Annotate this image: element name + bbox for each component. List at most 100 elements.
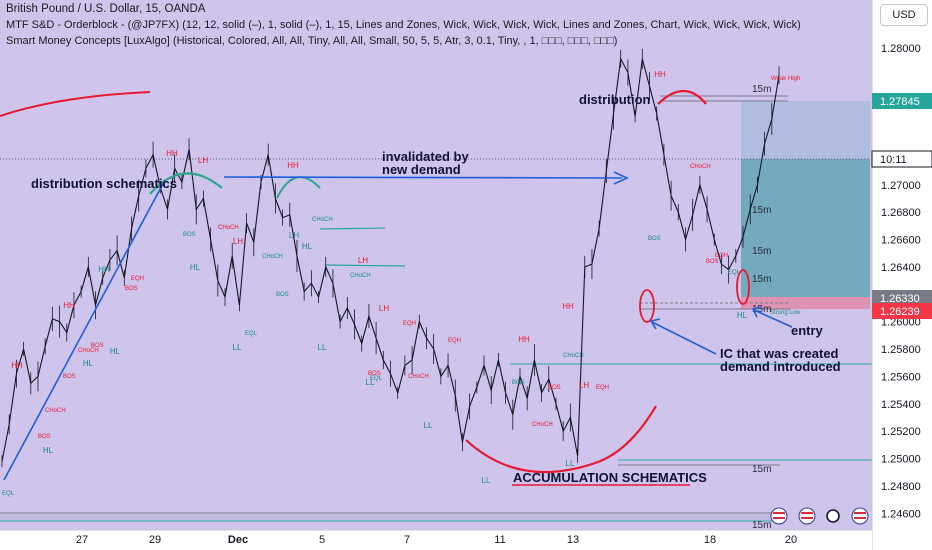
ic-arrowhead	[649, 318, 661, 330]
structure-label: HL	[43, 446, 54, 455]
us-flag-stripe	[773, 512, 785, 514]
us-flag-icon	[770, 507, 788, 525]
annotation-demand-introduced: demand introduced	[720, 359, 841, 374]
smc-tag: CHoCH	[78, 348, 99, 354]
y-tick-label: 1.25800	[881, 344, 921, 356]
price-tag-label: 1.26330	[880, 293, 920, 305]
price-axis-background	[872, 0, 932, 550]
y-tick-label: 1.25400	[881, 399, 921, 411]
x-tick-label: 11	[494, 534, 505, 546]
ic-ellipse	[639, 289, 655, 323]
smc-tag: EQH	[403, 321, 416, 327]
invalidation-arrow	[223, 176, 623, 179]
annotation-new-demand: new demand	[382, 162, 461, 177]
price-tag-label: 1.27845	[880, 96, 920, 108]
structure-label: LH	[233, 237, 243, 246]
timeframe-label: 15m	[752, 304, 771, 315]
smc-tag: EQL	[728, 270, 741, 276]
annotation-ic: IC that was created	[720, 346, 839, 361]
teal-level-1	[319, 227, 386, 230]
us-flag-icon	[851, 507, 869, 525]
smc-tag: CHoCH	[690, 164, 711, 170]
red-accumulation-curve	[465, 405, 657, 474]
x-tick-label: 20	[785, 534, 797, 546]
structure-label: HH	[518, 335, 530, 344]
y-tick-label: 1.25000	[881, 454, 921, 466]
annotation-distribution-schematics: distribution schematics	[31, 176, 177, 191]
symbol-title: British Pound / U.S. Dollar, 15, OANDA	[6, 3, 206, 15]
structure-label: LL	[482, 476, 491, 485]
smc-tag: CHoCH	[262, 254, 283, 260]
smc-tag: BOS	[38, 434, 51, 440]
structure-label: HH	[654, 70, 666, 79]
structure-label: HH	[11, 361, 23, 370]
structure-label: LL	[566, 459, 575, 468]
structure-label: HL	[302, 242, 313, 251]
x-tick-label: 18	[704, 534, 716, 546]
x-tick-label: 7	[404, 534, 410, 546]
y-tick-label: 1.26000	[881, 317, 921, 329]
structure-label: LL	[233, 343, 242, 352]
structure-label: LL	[424, 421, 433, 430]
red-arc-left	[0, 91, 151, 117]
timeframe-label: 15m	[752, 520, 771, 531]
x-tick-label: 29	[149, 534, 161, 546]
timeframe-label: 15m	[752, 246, 771, 257]
entry-ellipse	[736, 269, 750, 305]
smc-tag: CHoCH	[312, 217, 333, 223]
smc-tag: BOS	[183, 232, 196, 238]
price-tag	[872, 290, 932, 306]
y-tick-label: 1.25200	[881, 426, 921, 438]
smc-tag: BOS	[276, 292, 289, 298]
price-tag-label: 1.26239	[880, 306, 920, 318]
position-profit-zone	[741, 159, 870, 297]
smc-tag: BOS	[368, 371, 381, 377]
structure-label: HL	[190, 263, 201, 272]
structure-label: LH	[379, 304, 389, 313]
position-target-zone	[741, 101, 870, 159]
smc-tag: CHoCH	[45, 408, 66, 414]
y-tick-label: 1.24800	[881, 481, 921, 493]
smc-tag: EQL	[2, 491, 15, 497]
smc-tag: CHoCH	[563, 353, 584, 359]
structure-label: LH	[579, 381, 589, 390]
y-tick-label: 1.26600	[881, 235, 921, 247]
structure-label: HH	[287, 161, 299, 170]
smc-tag: EQH	[131, 276, 144, 282]
structure-label: HH	[562, 302, 574, 311]
timeframe-label: 15m	[752, 205, 771, 216]
smc-tag: EQL	[245, 331, 258, 337]
price-tag	[872, 303, 932, 319]
smc-tag: BOS	[512, 380, 525, 386]
teal-dome-1	[149, 172, 223, 195]
y-tick-label: 1.26400	[881, 262, 921, 274]
ic-arrow	[651, 321, 717, 355]
structure-label: HL	[110, 347, 121, 356]
y-tick-label: 1.25600	[881, 371, 921, 383]
structure-label: LH	[358, 256, 368, 265]
x-tick-label: Dec	[228, 534, 248, 546]
entry-arrowhead	[751, 306, 763, 318]
entry-arrow	[753, 309, 793, 328]
us-flag-stripe	[854, 512, 866, 514]
y-tick-label: 1.24600	[881, 508, 921, 520]
smc-tag: EQH	[715, 253, 728, 259]
price-tag-label: 10:11	[880, 154, 907, 166]
smc-tag: BOS	[706, 259, 719, 265]
structure-label: LH	[289, 231, 299, 240]
y-tick-label: 1.26800	[881, 207, 921, 219]
us-flag-stripe	[801, 517, 813, 519]
smc-tag: BOS	[63, 374, 76, 380]
smc-tag: BOS	[91, 343, 104, 349]
annotation-accumulation: ACCUMULATION SCHEMATICS	[513, 470, 707, 485]
teal-level-2	[324, 264, 406, 267]
structure-label: HH	[98, 265, 110, 274]
smc-tag: CHoCH	[532, 422, 553, 428]
structure-label: HL	[83, 359, 94, 368]
smc-tag: CHoCH	[408, 374, 429, 380]
currency-button[interactable]: USD	[880, 4, 928, 26]
smc-tag: EQL	[370, 376, 383, 382]
smc-tag: BOS	[548, 385, 561, 391]
annotation-invalidated: invalidated by	[382, 149, 469, 164]
